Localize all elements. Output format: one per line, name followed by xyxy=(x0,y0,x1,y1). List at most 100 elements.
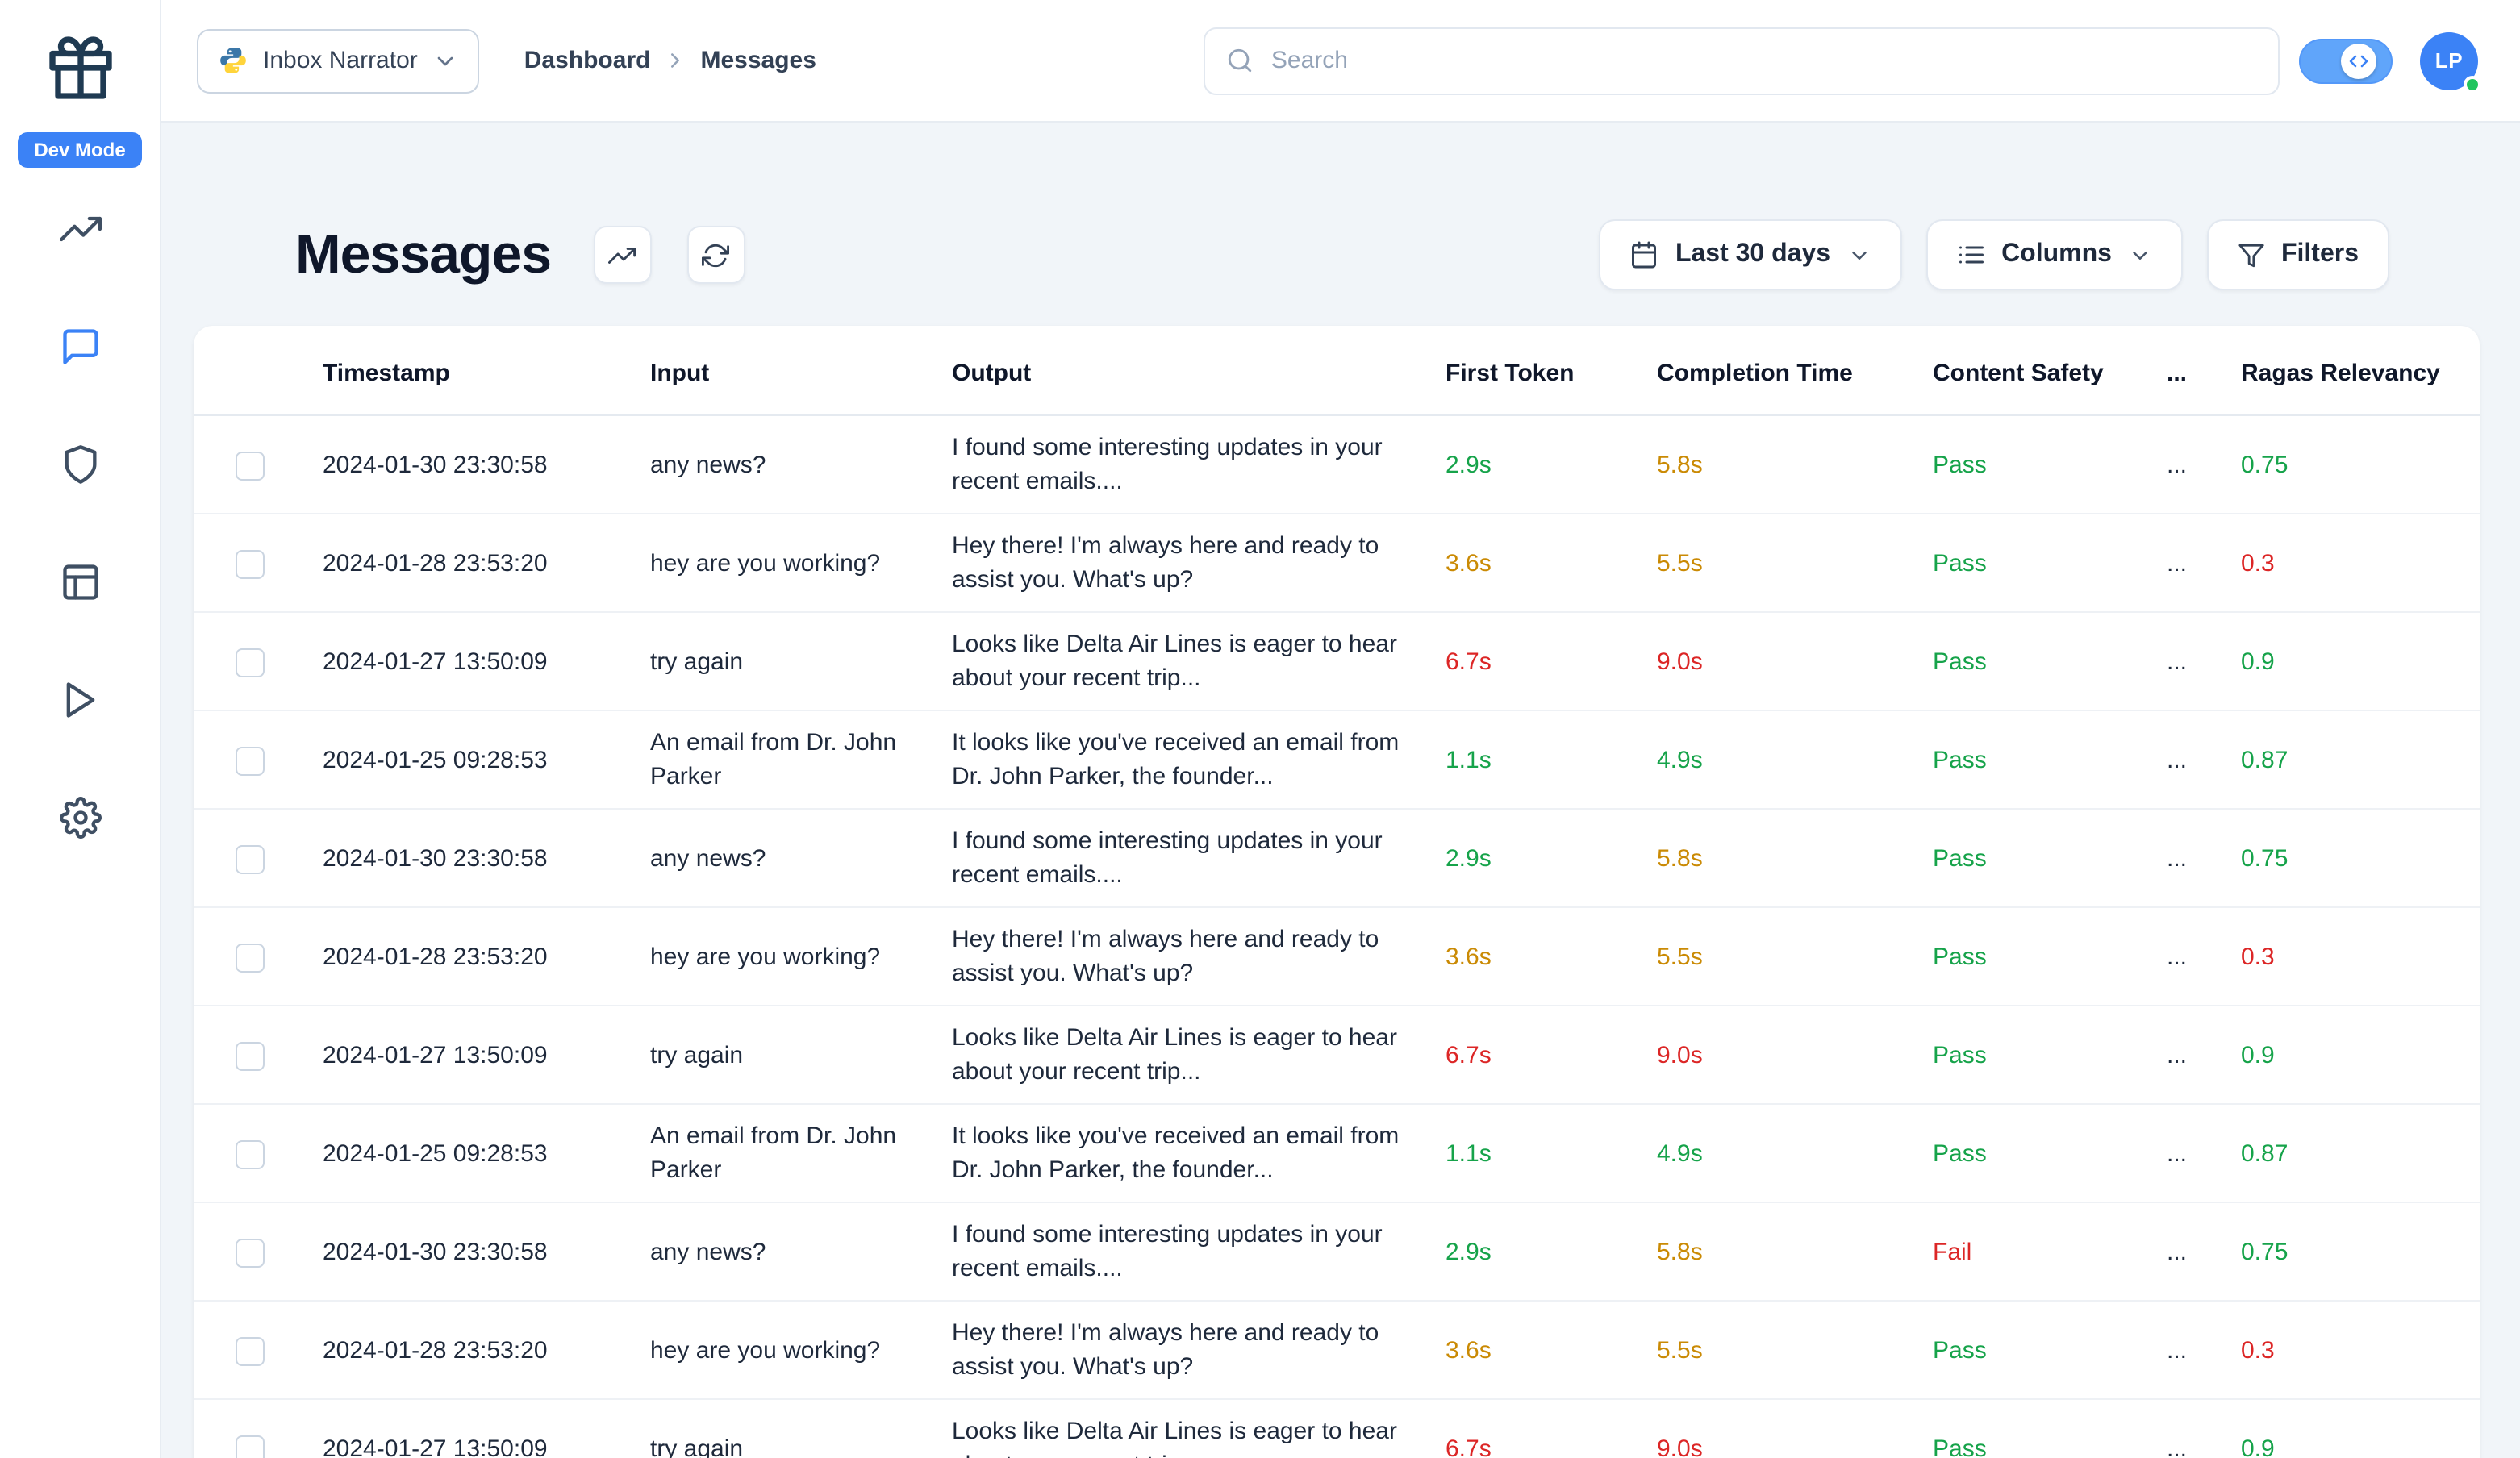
ellipsis-cell: ... xyxy=(2167,1202,2241,1301)
breadcrumb-dashboard[interactable]: Dashboard xyxy=(524,47,651,74)
sidebar-item-safety[interactable] xyxy=(41,426,119,503)
sidebar-item-analytics[interactable] xyxy=(41,190,119,268)
online-status-dot xyxy=(2464,75,2481,93)
sidebar-item-messages[interactable] xyxy=(41,308,119,385)
project-selector[interactable]: Inbox Narrator xyxy=(197,28,479,93)
ragas-relevancy-cell: 0.87 xyxy=(2241,1103,2480,1202)
table-row[interactable]: 2024-01-25 09:28:53 An email from Dr. Jo… xyxy=(194,710,2480,809)
row-checkbox[interactable] xyxy=(236,648,265,677)
dev-mode-toggle[interactable] xyxy=(2299,38,2393,83)
input-cell: try again xyxy=(650,1398,952,1458)
timestamp-cell: 2024-01-27 13:50:09 xyxy=(323,611,650,710)
row-checkbox[interactable] xyxy=(236,844,265,874)
output-cell: Hey there! I'm always here and ready to … xyxy=(952,1300,1446,1399)
table-row[interactable]: 2024-01-28 23:53:20 hey are you working?… xyxy=(194,906,2480,1006)
output-cell: I found some interesting updates in your… xyxy=(952,1202,1446,1301)
date-range-button[interactable]: Last 30 days xyxy=(1599,219,1902,290)
row-checkbox[interactable] xyxy=(236,746,265,776)
table-row[interactable]: 2024-01-28 23:53:20 hey are you working?… xyxy=(194,513,2480,612)
first-token-cell: 1.1s xyxy=(1446,1103,1657,1202)
content-safety-cell: Pass xyxy=(1933,1103,2167,1202)
table-row[interactable]: 2024-01-30 23:30:58 any news? I found so… xyxy=(194,415,2480,514)
chevron-down-icon xyxy=(2133,251,2147,259)
sidebar-item-dashboards[interactable] xyxy=(41,544,119,621)
chevron-down-icon xyxy=(437,56,453,65)
main-column: Inbox Narrator Dashboard Messages xyxy=(161,0,2520,1458)
completion-time-cell: 5.5s xyxy=(1657,906,1933,1006)
filters-button[interactable]: Filters xyxy=(2206,219,2389,290)
table-row[interactable]: 2024-01-25 09:28:53 An email from Dr. Jo… xyxy=(194,1103,2480,1202)
content-safety-cell: Pass xyxy=(1933,808,2167,907)
chart-view-button[interactable] xyxy=(593,226,652,284)
ragas-relevancy-cell: 0.3 xyxy=(2241,513,2480,612)
column-header-timestamp: Timestamp xyxy=(323,326,650,416)
ellipsis-cell: ... xyxy=(2167,1300,2241,1399)
row-checkbox[interactable] xyxy=(236,1139,265,1169)
toggle-knob xyxy=(2341,43,2376,78)
output-cell: Looks like Delta Air Lines is eager to h… xyxy=(952,1005,1446,1104)
row-checkbox[interactable] xyxy=(236,549,265,579)
timestamp-cell: 2024-01-27 13:50:09 xyxy=(323,1005,650,1104)
row-checkbox[interactable] xyxy=(236,1238,265,1268)
first-token-cell: 2.9s xyxy=(1446,451,1492,478)
python-logo-icon xyxy=(220,48,246,73)
row-checkbox[interactable] xyxy=(236,1336,265,1366)
chevron-down-icon xyxy=(1851,251,1866,259)
row-checkbox[interactable] xyxy=(236,1435,265,1458)
first-token-cell: 6.7s xyxy=(1446,1005,1657,1104)
column-header-completion-time: Completion Time xyxy=(1657,326,1933,416)
first-token-cell: 2.9s xyxy=(1446,808,1657,907)
timestamp-cell: 2024-01-30 23:30:58 xyxy=(323,451,548,478)
page-toolbar: Messages Last 30 days Columns xyxy=(194,219,2480,290)
filter-funnel-icon xyxy=(2238,243,2264,267)
date-range-label: Last 30 days xyxy=(1675,240,1831,268)
timestamp-cell: 2024-01-25 09:28:53 xyxy=(323,1103,650,1202)
content-safety-cell: Pass xyxy=(1933,710,2167,809)
project-name: Inbox Narrator xyxy=(263,47,418,74)
column-header-ragas-relevancy: Ragas Relevancy xyxy=(2241,326,2480,416)
table-row[interactable]: 2024-01-28 23:53:20 hey are you working?… xyxy=(194,1300,2480,1399)
chevron-right-icon xyxy=(671,53,680,68)
row-checkbox[interactable] xyxy=(236,1041,265,1071)
output-cell: I found some interesting updates in your… xyxy=(952,808,1446,907)
content-safety-cell: Fail xyxy=(1933,1202,2167,1301)
ellipsis-cell: ... xyxy=(2167,1005,2241,1104)
sidebar-item-playground[interactable] xyxy=(41,661,119,739)
ragas-relevancy-cell: 0.75 xyxy=(2241,451,2288,478)
app-logo[interactable] xyxy=(41,29,119,106)
shield-icon xyxy=(64,445,96,484)
messages-table: Timestamp Input Output First Token Compl… xyxy=(194,326,2480,1458)
sidebar-nav xyxy=(41,190,119,856)
page-title: Messages xyxy=(295,223,552,285)
output-cell: Hey there! I'm always here and ready to … xyxy=(952,906,1446,1006)
column-header-output: Output xyxy=(952,326,1446,416)
refresh-button[interactable] xyxy=(686,226,745,284)
table-row[interactable]: 2024-01-27 13:50:09 try again Looks like… xyxy=(194,1005,2480,1104)
code-icon xyxy=(2349,54,2368,67)
row-checkbox[interactable] xyxy=(236,451,265,481)
first-token-cell: 6.7s xyxy=(1446,1398,1657,1458)
table-row[interactable]: 2024-01-27 13:50:09 try again Looks like… xyxy=(194,1398,2480,1458)
search-input[interactable] xyxy=(1267,45,2257,76)
input-cell: An email from Dr. John Parker xyxy=(650,1103,952,1202)
search-box xyxy=(1203,27,2280,94)
table-row[interactable]: 2024-01-30 23:30:58 any news? I found so… xyxy=(194,808,2480,907)
columns-button[interactable]: Columns xyxy=(1925,219,2183,290)
timestamp-cell: 2024-01-28 23:53:20 xyxy=(323,513,650,612)
table-header-row: Timestamp Input Output First Token Compl… xyxy=(194,326,2480,416)
table-row[interactable]: 2024-01-30 23:30:58 any news? I found so… xyxy=(194,1202,2480,1301)
ellipsis-cell: ... xyxy=(2167,513,2241,612)
topbar: Inbox Narrator Dashboard Messages xyxy=(161,0,2520,123)
output-cell: Looks like Delta Air Lines is eager to h… xyxy=(952,611,1446,710)
input-cell: try again xyxy=(650,611,952,710)
first-token-cell: 1.1s xyxy=(1446,710,1657,809)
ellipsis-cell: ... xyxy=(2167,611,2241,710)
table-row[interactable]: 2024-01-27 13:50:09 try again Looks like… xyxy=(194,611,2480,710)
row-checkbox[interactable] xyxy=(236,943,265,973)
sidebar-item-settings[interactable] xyxy=(41,779,119,856)
search-icon xyxy=(1228,48,1252,73)
avatar[interactable]: LP xyxy=(2420,31,2481,93)
breadcrumb-messages: Messages xyxy=(700,47,816,74)
input-cell: hey are you working? xyxy=(650,906,952,1006)
column-header-content-safety: Content Safety xyxy=(1933,326,2167,416)
